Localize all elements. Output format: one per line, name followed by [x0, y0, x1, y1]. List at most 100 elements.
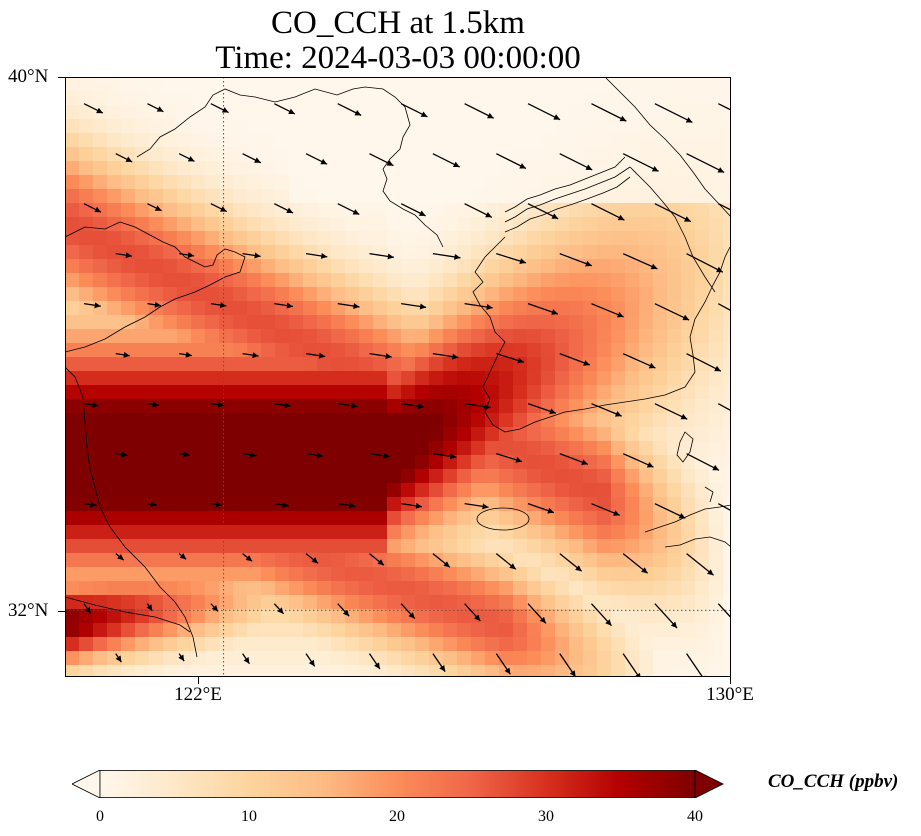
field-cell: [401, 133, 416, 148]
field-cell: [457, 399, 472, 414]
field-cell: [415, 133, 430, 148]
field-cell: [317, 371, 332, 386]
field-cell: [401, 301, 416, 316]
field-cell: [709, 427, 724, 442]
field-cell: [387, 77, 402, 92]
field-cell: [177, 203, 192, 218]
field-cell: [471, 175, 486, 190]
field-cell: [625, 161, 640, 176]
field-cell: [485, 651, 500, 666]
field-cell: [387, 469, 402, 484]
field-cell: [177, 329, 192, 344]
field-cell: [135, 203, 150, 218]
field-cell: [555, 665, 570, 677]
field-cell: [331, 581, 346, 596]
jeju-island: [476, 507, 530, 531]
field-cell: [457, 259, 472, 274]
field-cell: [471, 413, 486, 428]
field-cell: [163, 231, 178, 246]
field-cell: [359, 651, 374, 666]
field-cell: [527, 623, 542, 638]
ytick-mark-40: [58, 77, 65, 78]
field-cell: [485, 147, 500, 162]
field-cell: [611, 385, 626, 400]
field-cell: [219, 329, 234, 344]
field-cell: [345, 665, 360, 677]
wind-arrow-head: [185, 351, 192, 358]
field-cell: [429, 119, 444, 134]
field-cell: [667, 539, 682, 554]
field-cell: [331, 637, 346, 652]
field-cell: [289, 343, 304, 358]
field-cell: [247, 175, 262, 190]
field-cell: [723, 567, 731, 582]
field-cell: [513, 567, 528, 582]
field-cell: [457, 273, 472, 288]
field-cell: [695, 567, 710, 582]
field-cell: [359, 623, 374, 638]
field-cell: [345, 91, 360, 106]
field-cell: [345, 77, 360, 92]
field-cell: [667, 203, 682, 218]
wind-arrow-head: [316, 452, 324, 459]
field-cell: [373, 287, 388, 302]
field-cell: [695, 287, 710, 302]
field-cell: [667, 525, 682, 540]
field-cell: [457, 483, 472, 498]
field-cell: [597, 161, 612, 176]
field-cell: [555, 203, 570, 218]
field-cell: [681, 371, 696, 386]
field-cell: [667, 609, 682, 624]
field-cell: [275, 357, 290, 372]
field-cell: [149, 651, 164, 666]
field-cell: [667, 231, 682, 246]
map-plot-area[interactable]: [65, 77, 731, 677]
field-cell: [289, 203, 304, 218]
field-cell: [639, 133, 654, 148]
field-cell: [429, 189, 444, 204]
field-cell: [485, 91, 500, 106]
coastline-korea-north: [604, 77, 731, 218]
field-cell: [359, 343, 374, 358]
field-cell: [401, 287, 416, 302]
field-cell: [247, 357, 262, 372]
field-cell: [135, 245, 150, 260]
field-cell: [611, 175, 626, 190]
field-cell: [93, 623, 108, 638]
field-cell: [387, 497, 402, 512]
field-cell: [219, 357, 234, 372]
field-cell: [527, 259, 542, 274]
field-cell: [625, 665, 640, 677]
wind-arrow-head: [385, 353, 392, 360]
field-cell: [429, 455, 444, 470]
field-cell: [513, 385, 528, 400]
wind-arrow-head: [487, 112, 494, 119]
field-cell: [527, 441, 542, 456]
field-cell: [359, 259, 374, 274]
field-cell: [541, 413, 556, 428]
lon-tick-label-122: 122°E: [174, 684, 222, 705]
field-cell: [387, 203, 402, 218]
wind-arrow-head: [288, 108, 295, 114]
field-cell: [625, 651, 640, 666]
field-cell: [513, 469, 528, 484]
field-cell: [93, 343, 108, 358]
field-cell: [401, 245, 416, 260]
field-cell: [681, 399, 696, 414]
field-cell: [79, 175, 94, 190]
field-cell: [667, 595, 682, 610]
field-cell: [695, 525, 710, 540]
field-cell: [513, 651, 528, 666]
field-cell: [681, 105, 696, 120]
field-cell: [457, 161, 472, 176]
field-cell: [569, 147, 584, 162]
field-cell: [723, 511, 731, 526]
field-cell: [233, 343, 248, 358]
field-cell: [569, 595, 584, 610]
field-cell: [247, 189, 262, 204]
field-cell: [331, 553, 346, 568]
field-cell: [569, 77, 584, 92]
field-cell: [541, 637, 556, 652]
field-cell: [149, 609, 164, 624]
field-cell: [471, 329, 486, 344]
